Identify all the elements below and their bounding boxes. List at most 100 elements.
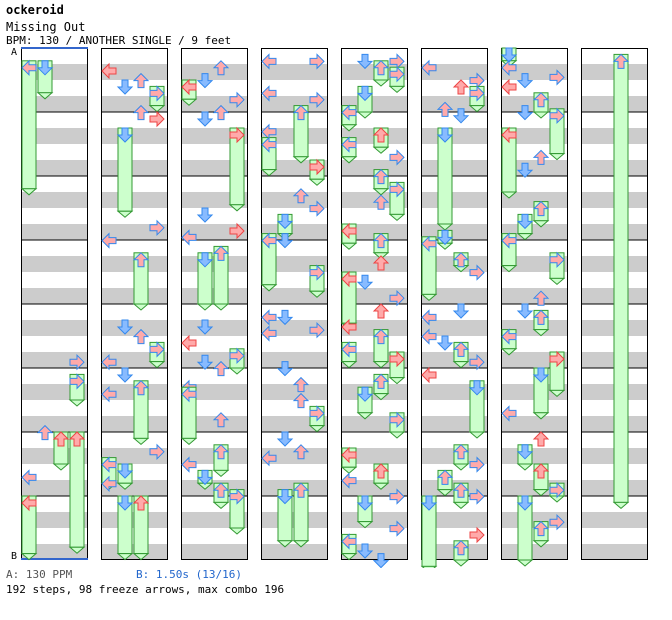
left-arrow	[261, 325, 277, 342]
beat-stripe	[261, 448, 328, 464]
up-arrow	[212, 60, 230, 76]
down-arrow	[516, 213, 534, 230]
up-arrow	[532, 431, 550, 447]
column-border	[101, 48, 168, 560]
right-arrow	[549, 69, 565, 86]
down-arrow	[420, 495, 438, 511]
bpm-b-label: B: 1.50s (13/16)	[136, 568, 242, 581]
up-arrow	[292, 482, 310, 498]
left-arrow	[341, 318, 357, 336]
down-arrow	[356, 495, 374, 511]
up-arrow	[532, 92, 550, 108]
left-arrow	[501, 405, 517, 422]
beat-stripe	[421, 512, 488, 528]
down-arrow	[116, 127, 134, 143]
down-arrow	[532, 367, 550, 383]
up-arrow	[452, 252, 470, 268]
down-arrow	[276, 233, 294, 249]
beat-stripe	[581, 512, 648, 528]
up-arrow	[372, 168, 390, 185]
freeze-arrow-tail	[260, 284, 278, 292]
down-arrow	[116, 79, 134, 95]
down-arrow	[36, 60, 54, 76]
up-arrow	[36, 424, 54, 441]
right-arrow	[149, 110, 165, 128]
freeze-arrow-tail	[36, 92, 54, 100]
freeze-arrow-tail	[452, 361, 470, 369]
freeze-arrow-tail	[228, 527, 246, 535]
down-arrow	[116, 463, 134, 479]
right-arrow	[309, 91, 325, 109]
left-arrow	[181, 334, 197, 352]
bpm-a-label: A: 130 PPM	[6, 568, 73, 581]
down-arrow	[196, 469, 214, 486]
up-arrow	[132, 104, 150, 121]
beat-stripe	[101, 480, 168, 496]
right-arrow	[309, 264, 325, 281]
up-arrow	[532, 290, 550, 306]
up-arrow	[68, 431, 86, 447]
chart-stats: 192 steps, 98 freeze arrows, max combo 1…	[6, 583, 285, 596]
right-arrow	[309, 405, 325, 422]
down-arrow	[196, 207, 214, 223]
up-arrow	[436, 101, 454, 117]
freeze-arrow-tail	[308, 290, 326, 298]
beat-stripe	[421, 128, 488, 144]
beat-stripe	[101, 192, 168, 208]
down-arrow	[516, 495, 534, 511]
up-arrow	[452, 341, 470, 357]
down-arrow	[116, 319, 134, 335]
freeze-arrow-tail	[372, 146, 390, 154]
up-arrow	[452, 482, 470, 498]
up-arrow	[292, 392, 310, 409]
right-arrow	[229, 347, 245, 365]
right-arrow	[309, 321, 325, 339]
down-arrow	[356, 543, 374, 559]
freeze-arrow-tail	[132, 303, 150, 311]
down-arrow	[276, 213, 294, 230]
down-arrow	[516, 162, 534, 178]
beat-stripe	[501, 160, 568, 176]
left-arrow	[501, 78, 517, 96]
freeze-arrow-tail	[340, 156, 358, 164]
column-border	[581, 48, 648, 560]
freeze-arrow-tail	[276, 540, 294, 548]
right-arrow	[469, 526, 485, 544]
down-arrow	[356, 85, 374, 102]
beat-stripe	[341, 160, 408, 176]
down-arrow	[452, 108, 470, 124]
freeze-arrow-body	[69, 431, 85, 548]
beat-stripe	[501, 448, 568, 464]
up-arrow	[452, 540, 470, 556]
freeze-arrow-tail	[292, 540, 310, 548]
freeze-arrow-tail	[116, 210, 134, 218]
left-arrow	[181, 385, 197, 403]
right-arrow	[229, 126, 245, 144]
freeze-arrow-tail	[532, 540, 550, 548]
right-arrow	[469, 488, 485, 505]
left-arrow	[421, 328, 437, 345]
left-arrow	[421, 235, 437, 253]
freeze-arrow-tail	[372, 393, 390, 401]
down-arrow	[436, 335, 454, 351]
up-arrow	[132, 252, 150, 268]
up-arrow	[372, 127, 390, 143]
freeze-arrow-tail	[20, 188, 38, 196]
right-arrow	[549, 350, 565, 368]
beat-stripe	[101, 128, 168, 144]
freeze-arrow-tail	[516, 233, 534, 241]
right-arrow	[309, 158, 325, 176]
freeze-arrow-tail	[532, 220, 550, 228]
down-arrow	[276, 431, 294, 447]
left-arrow	[101, 456, 117, 473]
freeze-arrow-tail	[532, 111, 550, 119]
beat-stripe	[181, 416, 248, 432]
up-arrow	[132, 495, 150, 511]
right-arrow	[389, 520, 405, 537]
up-arrow	[212, 245, 230, 261]
right-arrow	[469, 264, 485, 281]
freeze-arrow-tail	[548, 153, 566, 161]
beat-stripe	[421, 192, 488, 208]
down-arrow	[196, 73, 214, 89]
freeze-arrow-tail	[212, 501, 230, 510]
